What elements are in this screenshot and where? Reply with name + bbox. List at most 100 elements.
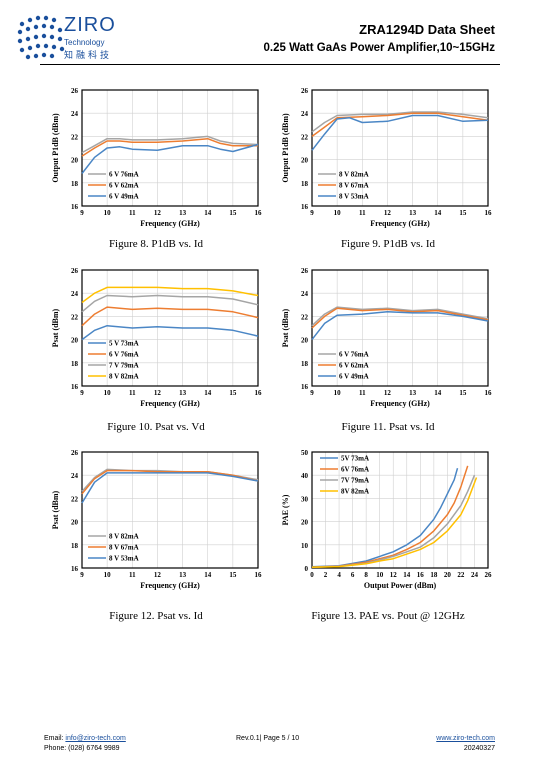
logo-subtitle: Technology	[64, 38, 105, 47]
legend-entry: 8 V 53mA	[339, 193, 369, 201]
x-tick-label: 10	[104, 571, 112, 579]
x-axis-label: Frequency (GHz)	[140, 399, 200, 408]
y-tick-label: 22	[301, 313, 309, 321]
series-line	[81, 143, 259, 174]
y-tick-label: 24	[71, 472, 79, 480]
y-axis-label: PAE (%)	[281, 494, 290, 525]
legend-entry: 8 V 82mA	[339, 171, 369, 179]
x-tick-label: 0	[310, 571, 314, 579]
x-tick-label: 9	[80, 389, 84, 397]
footer-email-link[interactable]: info@ziro-tech.com	[65, 735, 126, 742]
y-tick-label: 22	[71, 313, 79, 321]
footer-revision-page: Rev.0.1| Page 5 / 10	[236, 735, 300, 742]
series-line	[311, 114, 489, 151]
y-axis-label: Output P1dB (dBm)	[281, 113, 290, 183]
caption-fig9: Figure 9. P1dB vs. Id	[340, 238, 436, 250]
y-tick-label: 16	[301, 383, 309, 391]
x-tick-label: 13	[179, 209, 187, 217]
x-tick-label: 20	[444, 571, 452, 579]
y-tick-label: 26	[71, 267, 79, 275]
x-tick-label: 15	[459, 209, 467, 217]
x-tick-label: 11	[129, 209, 136, 217]
logo-chinese-name: 知融科技	[64, 50, 113, 60]
y-tick-label: 20	[71, 157, 79, 165]
x-tick-label: 13	[409, 209, 417, 217]
x-tick-label: 10	[376, 571, 384, 579]
y-tick-label: 16	[71, 565, 79, 573]
y-tick-label: 24	[301, 110, 309, 118]
legend-entry: 8 V 82mA	[109, 533, 139, 541]
y-tick-label: 26	[301, 267, 309, 275]
footer-email-row: Email: info@ziro-tech.com	[44, 735, 126, 742]
legend-entry: 6 V 62mA	[109, 182, 139, 190]
y-tick-label: 0	[305, 565, 309, 573]
x-tick-label: 16	[485, 389, 493, 397]
x-tick-label: 15	[229, 571, 237, 579]
caption-fig12: Figure 12. Psat vs. Id	[109, 610, 203, 622]
series-line	[81, 294, 259, 313]
x-tick-label: 13	[409, 389, 417, 397]
x-tick-label: 11	[359, 209, 366, 217]
y-tick-label: 26	[71, 87, 79, 95]
series-line	[311, 306, 489, 327]
plot-frame	[311, 89, 489, 207]
footer-phone-value: (028) 6764 9989	[68, 745, 120, 752]
chart-p1db-vs-id-8v: 16 18 20 22 24 26 9 10 11 12 13 14 15 16 Frequency (GH…	[281, 87, 493, 228]
x-tick-label: 12	[384, 209, 392, 217]
x-tick-label: 16	[255, 389, 263, 397]
series-line	[311, 465, 469, 568]
y-tick-label: 30	[301, 495, 309, 503]
x-tick-label: 16	[485, 209, 493, 217]
x-tick-label: 16	[255, 571, 263, 579]
caption-fig11: Figure 11. Psat vs. Id	[341, 421, 435, 433]
footer-phone-row: Phone: (028) 6764 9989	[44, 745, 120, 752]
legend-entry: 6 V 76mA	[339, 351, 369, 359]
y-tick-label: 26	[301, 87, 309, 95]
y-axis-label: Output P1dB (dBm)	[51, 113, 60, 183]
chart-p1db-vs-id-6v: 16 18 20 22 24 26 9 10 11 12 13 14 15 16 Frequency (GH…	[51, 87, 262, 228]
x-tick-label: 11	[129, 389, 136, 397]
y-tick-label: 24	[71, 290, 79, 298]
y-tick-label: 20	[71, 337, 79, 345]
x-tick-label: 15	[229, 389, 237, 397]
y-tick-label: 24	[301, 290, 309, 298]
series-line	[311, 467, 459, 568]
x-tick-label: 18	[430, 571, 438, 579]
legend-entry: 8 V 53mA	[109, 555, 139, 563]
y-tick-label: 18	[301, 180, 309, 188]
footer-date: 20240327	[463, 745, 495, 752]
series-line	[81, 286, 259, 304]
document-subtitle: 0.25 Watt GaAs Power Amplifier,10~15GHz	[263, 42, 495, 54]
footer-email-label: Email:	[44, 735, 64, 742]
caption-fig10: Figure 10. Psat vs. Vd	[107, 421, 205, 433]
x-axis-label: Frequency (GHz)	[370, 219, 430, 228]
series-line	[311, 111, 489, 133]
series-line	[81, 472, 259, 504]
ziro-logo-icon	[17, 15, 65, 60]
y-tick-label: 18	[71, 542, 79, 550]
x-tick-label: 11	[359, 389, 366, 397]
series-line	[311, 307, 489, 329]
legend-entry: 5V 73mA	[341, 455, 369, 463]
chart-psat-vs-id-6v: 16 18 20 22 24 26 9 10 11 12 13 14 15 16 Frequency (GH…	[281, 267, 493, 408]
y-tick-label: 22	[301, 133, 309, 141]
x-tick-label: 9	[310, 209, 314, 217]
x-tick-label: 13	[179, 571, 187, 579]
y-tick-label: 18	[301, 360, 309, 368]
chart-psat-vs-id-8v: 16 18 20 22 24 26 9 10 11 12 13 14 15 16 Frequency (GH…	[51, 449, 263, 590]
y-tick-label: 18	[71, 180, 79, 188]
caption-fig8: Figure 8. P1dB vs. Id	[108, 238, 204, 250]
series-line	[81, 137, 258, 157]
x-axis-label: Frequency (GHz)	[140, 581, 200, 590]
document-title: ZRA1294D Data Sheet	[359, 22, 495, 37]
footer-website-link[interactable]: www.ziro-tech.com	[436, 735, 495, 742]
plot-frame	[81, 451, 259, 569]
legend-entry: 6V 76mA	[341, 466, 369, 474]
y-tick-label: 20	[301, 519, 309, 527]
x-tick-label: 26	[485, 571, 493, 579]
x-axis-label: Frequency (GHz)	[370, 399, 430, 408]
footer-phone-label: Phone:	[44, 745, 67, 752]
series-line	[81, 306, 259, 327]
legend-entry: 6 V 49mA	[339, 373, 369, 381]
series-line	[81, 469, 259, 495]
